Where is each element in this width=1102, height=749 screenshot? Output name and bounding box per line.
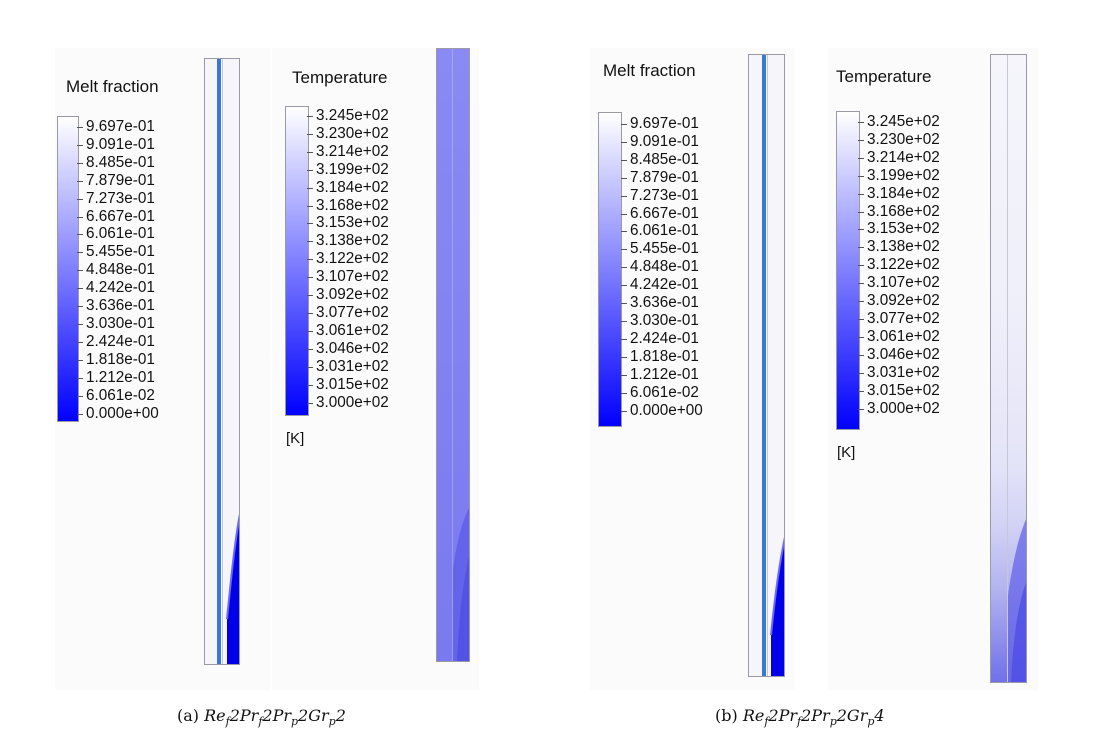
tick-label: 3.230e+02 [307, 125, 389, 143]
tick-label: 0.000e+00 [621, 402, 703, 420]
tick-label: 9.091e-01 [77, 136, 159, 154]
tick-label: 3.046e+02 [858, 346, 940, 364]
melt-tick-labels-a: 9.697e-01 9.091e-01 8.485e-01 7.879e-01 … [77, 118, 159, 423]
tick-label: 3.138e+02 [858, 238, 940, 256]
tick-label: 4.242e-01 [77, 279, 159, 297]
tick-label: 3.000e+02 [307, 394, 389, 412]
tick-label: 5.455e-01 [621, 240, 703, 258]
tick-label: 1.212e-01 [77, 369, 159, 387]
tick-label: 3.636e-01 [77, 297, 159, 315]
inner-wall-line [767, 55, 768, 676]
tick-label: 3.153e+02 [858, 220, 940, 238]
tube-wall [217, 59, 221, 664]
tick-label: 3.030e-01 [621, 312, 703, 330]
tube-wall [762, 55, 766, 676]
tick-label: 4.242e-01 [621, 276, 703, 294]
tick-label: 3.092e+02 [307, 286, 389, 304]
temp-front [453, 508, 469, 661]
tick-label: 6.061e-01 [77, 225, 159, 243]
tick-label: 3.061e+02 [858, 328, 940, 346]
tick-label: 3.184e+02 [307, 179, 389, 197]
tick-label: 3.046e+02 [307, 340, 389, 358]
melt-colorbar-a [57, 116, 79, 422]
tick-label: 3.230e+02 [858, 131, 940, 149]
temp-contour-strip-a [436, 48, 470, 662]
tick-label: 3.199e+02 [858, 167, 940, 185]
tick-label: 3.061e+02 [307, 322, 389, 340]
tick-label: 3.168e+02 [307, 197, 389, 215]
melt-legend-title-b: Melt fraction [603, 61, 696, 80]
temp-colorbar-a [285, 106, 309, 416]
tick-label: 8.485e-01 [77, 154, 159, 172]
tick-label: 3.107e+02 [858, 274, 940, 292]
melt-colorbar-b [598, 112, 622, 427]
tick-label: 9.697e-01 [621, 115, 703, 133]
melt-contour-strip-b [748, 54, 785, 677]
tick-label: 4.848e-01 [77, 261, 159, 279]
melt-front [770, 536, 784, 676]
tick-label: 8.485e-01 [621, 151, 703, 169]
tick-label: 1.212e-01 [621, 366, 703, 384]
tick-label: 6.667e-01 [621, 205, 703, 223]
tick-label: 3.168e+02 [858, 203, 940, 221]
tick-label: 3.245e+02 [858, 113, 940, 131]
tick-label: 3.245e+02 [307, 107, 389, 125]
tick-label: 3.015e+02 [858, 382, 940, 400]
temp-tick-labels-b: 3.245e+02 3.230e+02 3.214e+02 3.199e+02 … [858, 113, 940, 418]
tick-label: 9.697e-01 [77, 118, 159, 136]
caption-b: (b) Ref2Prf2Prp2Grp4 [715, 706, 885, 729]
tick-label: 2.424e-01 [621, 330, 703, 348]
inner-wall-line [1007, 55, 1008, 682]
tick-label: 4.848e-01 [621, 258, 703, 276]
tick-label: 7.273e-01 [77, 190, 159, 208]
tick-label: 6.061e-01 [621, 222, 703, 240]
tick-label: 7.273e-01 [621, 187, 703, 205]
tick-label: 3.031e+02 [307, 358, 389, 376]
tick-label: 3.122e+02 [858, 256, 940, 274]
tick-label: 3.138e+02 [307, 232, 389, 250]
tick-label: 3.214e+02 [307, 143, 389, 161]
tick-label: 1.818e-01 [77, 351, 159, 369]
tick-label: 7.879e-01 [77, 172, 159, 190]
inner-wall-line [452, 49, 453, 661]
tick-label: 0.000e+00 [77, 405, 159, 423]
tick-label: 3.000e+02 [858, 400, 940, 418]
tick-label: 3.184e+02 [858, 185, 940, 203]
temp-legend-title-a: Temperature [292, 68, 388, 87]
tick-label: 3.077e+02 [858, 310, 940, 328]
tick-label: 1.818e-01 [621, 348, 703, 366]
tick-label: 3.153e+02 [307, 214, 389, 232]
temp-unit-a: [K] [286, 430, 305, 447]
tick-label: 7.879e-01 [621, 169, 703, 187]
tick-label: 3.031e+02 [858, 364, 940, 382]
tick-label: 3.092e+02 [858, 292, 940, 310]
melt-tick-labels-b: 9.697e-01 9.091e-01 8.485e-01 7.879e-01 … [621, 115, 703, 420]
temp-contour-strip-b [990, 54, 1027, 683]
tick-label: 3.107e+02 [307, 268, 389, 286]
tick-label: 3.636e-01 [621, 294, 703, 312]
tick-label: 3.077e+02 [307, 304, 389, 322]
melt-front [226, 513, 239, 664]
melt-contour-strip-a [204, 58, 240, 665]
inner-wall-line [222, 59, 223, 664]
temp-front [1008, 519, 1026, 682]
tick-label: 2.424e-01 [77, 333, 159, 351]
tick-label: 3.122e+02 [307, 250, 389, 268]
tick-label: 3.015e+02 [307, 376, 389, 394]
tick-label: 6.061e-02 [77, 387, 159, 405]
tick-label: 5.455e-01 [77, 243, 159, 261]
tick-label: 3.030e-01 [77, 315, 159, 333]
tick-label: 9.091e-01 [621, 133, 703, 151]
temp-tick-labels-a: 3.245e+02 3.230e+02 3.214e+02 3.199e+02 … [307, 107, 389, 412]
tick-label: 3.199e+02 [307, 161, 389, 179]
caption-a: (a) Ref2Prf2Prp2Grp2 [177, 706, 346, 729]
tick-label: 6.061e-02 [621, 384, 703, 402]
tick-label: 3.214e+02 [858, 149, 940, 167]
melt-legend-title-a: Melt fraction [66, 77, 159, 96]
temp-unit-b: [K] [837, 444, 856, 461]
temp-colorbar-b [836, 111, 860, 430]
temp-legend-title-b: Temperature [836, 67, 932, 86]
tick-label: 6.667e-01 [77, 208, 159, 226]
